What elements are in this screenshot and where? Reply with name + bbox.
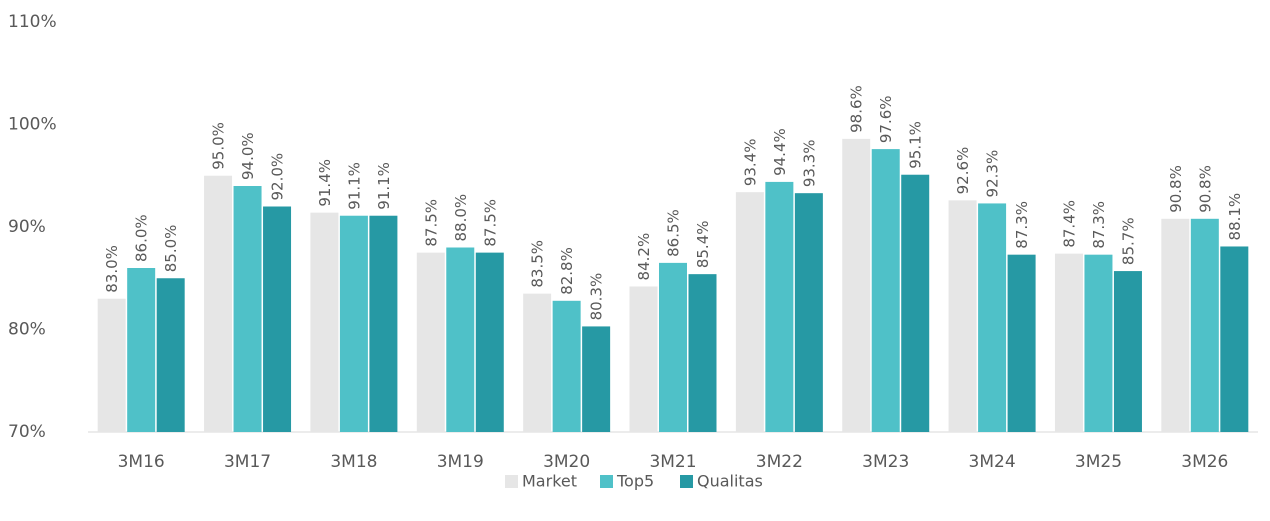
- value-label: 83.5%: [529, 240, 547, 288]
- x-tick-label: 3M23: [862, 452, 909, 472]
- bar: [263, 206, 292, 432]
- value-label: 94.4%: [771, 128, 789, 176]
- bar: [1054, 253, 1083, 432]
- legend-swatch: [505, 475, 518, 488]
- bar: [1190, 218, 1219, 432]
- value-label: 92.3%: [984, 150, 1002, 198]
- value-label: 93.3%: [800, 140, 818, 188]
- x-tick-label: 3M17: [224, 452, 271, 472]
- legend-label: Market: [522, 472, 577, 491]
- bar: [1113, 271, 1142, 432]
- value-label: 85.7%: [1119, 217, 1137, 265]
- value-label: 83.0%: [103, 245, 121, 293]
- legend-label: Qualitas: [697, 472, 763, 491]
- bar: [156, 278, 185, 432]
- bar: [659, 262, 687, 432]
- bar: [1007, 254, 1036, 432]
- bar: [765, 181, 794, 432]
- x-tick-label: 3M21: [649, 452, 696, 472]
- value-label: 91.4%: [316, 159, 334, 207]
- value-label: 90.8%: [1167, 165, 1185, 213]
- value-label: 80.3%: [588, 273, 606, 321]
- value-label: 87.3%: [1013, 201, 1031, 249]
- bar: [552, 300, 581, 432]
- value-label: 95.1%: [907, 121, 925, 169]
- bar: [310, 212, 339, 432]
- bar: [1161, 218, 1190, 432]
- x-tick-label: 3M20: [543, 452, 590, 472]
- y-tick-label: 80%: [8, 320, 46, 340]
- x-tick-label: 3M19: [437, 452, 484, 472]
- y-tick-label: 100%: [8, 115, 57, 135]
- value-label: 82.8%: [558, 247, 576, 295]
- value-label: 92.6%: [954, 147, 972, 195]
- value-label: 94.0%: [239, 132, 257, 180]
- bar: [688, 274, 717, 432]
- legend-label: Top5: [616, 472, 654, 491]
- value-label: 87.4%: [1060, 200, 1078, 248]
- bar: [523, 293, 552, 432]
- value-label: 93.4%: [741, 138, 759, 186]
- bar: [1084, 254, 1113, 432]
- y-tick-label: 70%: [8, 422, 46, 442]
- bar: [1220, 246, 1249, 432]
- bar: [204, 175, 233, 432]
- bar: [901, 174, 930, 432]
- legend-swatch: [680, 475, 693, 488]
- bar: [582, 326, 611, 432]
- value-label: 86.0%: [133, 214, 151, 262]
- bar: [233, 186, 262, 432]
- bar: [735, 192, 764, 432]
- y-tick-label: 110%: [8, 12, 57, 32]
- bar: [629, 286, 658, 432]
- value-label: 91.1%: [375, 162, 393, 210]
- value-label: 97.6%: [877, 95, 895, 143]
- y-tick-label: 90%: [8, 217, 46, 237]
- value-label: 88.1%: [1226, 193, 1244, 241]
- bar: [416, 252, 445, 432]
- value-label: 84.2%: [635, 233, 653, 281]
- value-label: 88.0%: [452, 194, 470, 242]
- value-label: 98.6%: [848, 85, 866, 133]
- value-label: 85.4%: [694, 220, 712, 268]
- value-label: 87.5%: [481, 199, 499, 247]
- value-label: 95.0%: [210, 122, 228, 170]
- bar: [97, 298, 126, 432]
- x-tick-label: 3M24: [969, 452, 1016, 472]
- x-tick-label: 3M26: [1181, 452, 1228, 472]
- value-label: 87.3%: [1090, 201, 1108, 249]
- value-label: 87.5%: [422, 199, 440, 247]
- bar: [127, 268, 156, 432]
- bar: [369, 215, 398, 432]
- value-label: 92.0%: [269, 153, 287, 201]
- bar: [794, 193, 823, 432]
- value-label: 91.1%: [345, 162, 363, 210]
- value-label: 90.8%: [1196, 165, 1214, 213]
- bar: [339, 215, 368, 432]
- x-tick-label: 3M16: [118, 452, 165, 472]
- bar: [446, 247, 475, 432]
- value-label: 85.0%: [162, 225, 180, 273]
- x-tick-label: 3M22: [756, 452, 803, 472]
- legend-swatch: [600, 475, 613, 488]
- bar: [842, 138, 871, 432]
- x-tick-label: 3M18: [330, 452, 377, 472]
- x-tick-label: 3M25: [1075, 452, 1122, 472]
- bar: [948, 200, 977, 432]
- value-label: 86.5%: [665, 209, 683, 257]
- bar: [978, 203, 1007, 432]
- bar: [871, 149, 900, 432]
- bar: [475, 252, 504, 432]
